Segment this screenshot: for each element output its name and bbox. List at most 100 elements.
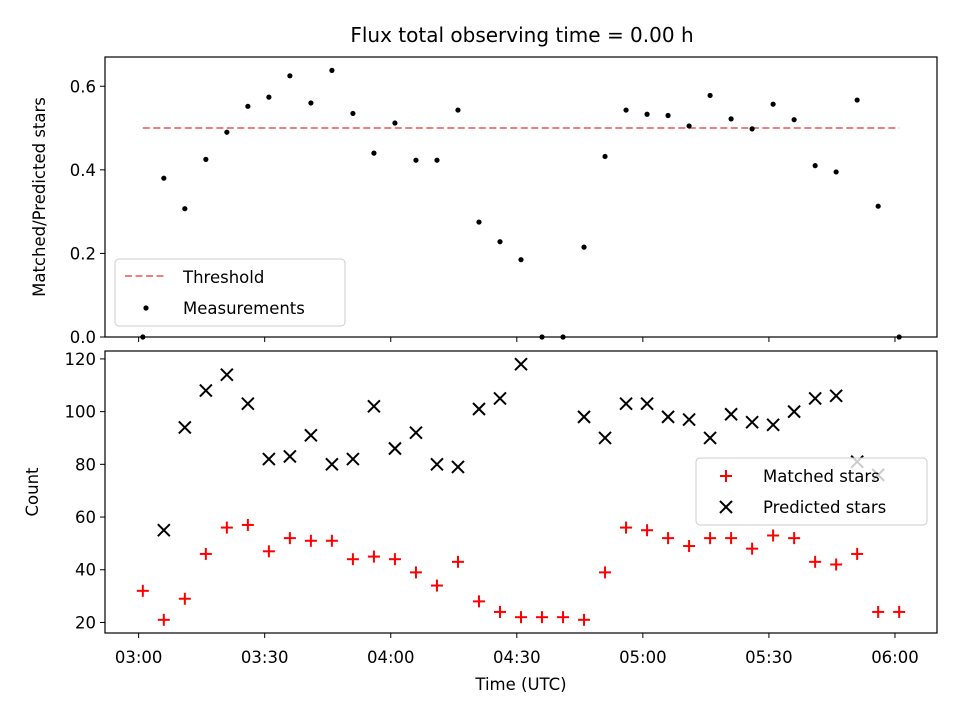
measurement-point bbox=[182, 206, 188, 212]
measurement-point bbox=[560, 334, 566, 340]
measurement-point bbox=[392, 120, 398, 126]
predicted-star-point bbox=[157, 523, 171, 537]
matched-star-point bbox=[725, 532, 738, 545]
matched-star-point bbox=[536, 611, 549, 624]
predicted-star-point bbox=[388, 441, 402, 456]
x-tick-label: 04:30 bbox=[493, 648, 541, 667]
bottom-plot-area bbox=[136, 357, 906, 626]
measurement-point bbox=[728, 116, 734, 122]
x-tick-label: 06:00 bbox=[871, 648, 919, 667]
measurement-point bbox=[140, 334, 146, 340]
matched-star-point bbox=[704, 532, 717, 545]
matched-star-point bbox=[493, 605, 506, 618]
predicted-star-point bbox=[829, 389, 843, 403]
predicted-star-point bbox=[346, 452, 360, 466]
measurement-point bbox=[413, 157, 419, 163]
measurement-point bbox=[770, 101, 776, 107]
top-y-tick-label: 0.2 bbox=[70, 244, 96, 263]
matched-star-point bbox=[409, 566, 422, 579]
measurement-point bbox=[539, 334, 545, 340]
predicted-star-point bbox=[304, 428, 318, 443]
predicted-star-point bbox=[367, 399, 381, 414]
measurement-point bbox=[224, 129, 230, 135]
measurement-point bbox=[497, 239, 503, 245]
matched-star-point bbox=[199, 547, 212, 560]
measurement-point bbox=[749, 126, 755, 132]
top-y-tick-label: 0.4 bbox=[70, 161, 96, 180]
measurement-point bbox=[896, 334, 902, 340]
top-legend: Threshold Measurements bbox=[114, 258, 346, 327]
predicted-star-point bbox=[283, 449, 297, 464]
measurement-point bbox=[812, 163, 818, 169]
measurement-point bbox=[665, 112, 671, 119]
predicted-star-point bbox=[409, 425, 423, 440]
x-tick-label: 03:30 bbox=[241, 648, 289, 667]
measurement-point bbox=[707, 92, 713, 99]
matched-star-point bbox=[662, 532, 675, 545]
predicted-star-point bbox=[472, 402, 486, 416]
predicted-star-point bbox=[766, 418, 780, 432]
matched-star-point bbox=[809, 555, 822, 568]
measurement-point bbox=[854, 97, 860, 103]
measurement-point bbox=[308, 100, 314, 106]
matched-star-point bbox=[893, 605, 906, 618]
matched-star-point bbox=[515, 611, 527, 624]
legend-matched-label: Matched stars bbox=[763, 467, 880, 486]
matched-star-point bbox=[136, 584, 149, 597]
predicted-star-point bbox=[724, 407, 738, 421]
measurement-point bbox=[287, 73, 293, 79]
legend-threshold-label: Threshold bbox=[182, 268, 264, 287]
measurement-point bbox=[455, 107, 461, 113]
predicted-star-point bbox=[640, 397, 654, 411]
measurement-point bbox=[644, 111, 650, 117]
measurement-point bbox=[875, 203, 881, 209]
measurement-point bbox=[602, 153, 608, 160]
top-x-ticks bbox=[138, 337, 896, 342]
legend-measurements-swatch bbox=[143, 305, 149, 311]
measurement-point bbox=[686, 123, 692, 129]
predicted-star-point bbox=[220, 368, 234, 382]
predicted-star-point bbox=[514, 357, 528, 371]
measurement-point bbox=[434, 157, 440, 163]
chart-title: Flux total observing time = 0.00 h bbox=[350, 23, 693, 47]
predicted-star-point bbox=[199, 383, 213, 398]
legend-measurements-label: Measurements bbox=[183, 299, 305, 318]
bottom-legend: Matched stars Predicted stars bbox=[695, 457, 928, 526]
matched-star-point bbox=[241, 518, 254, 531]
matched-star-point bbox=[430, 579, 443, 592]
matched-star-point bbox=[620, 521, 633, 534]
matched-star-point bbox=[283, 532, 296, 545]
legend-matched-swatch bbox=[720, 470, 732, 482]
bottom-panel: 20 40 60 80 100 120 03:00 03:30 04:00 04:30 05:00… bbox=[23, 350, 938, 694]
bottom-legend-box bbox=[695, 457, 928, 526]
matched-star-point bbox=[346, 553, 359, 566]
bottom-y-tick-label: 60 bbox=[75, 508, 96, 527]
predicted-star-point bbox=[619, 397, 633, 411]
matched-star-point bbox=[262, 545, 275, 558]
x-tick-label: 04:00 bbox=[367, 648, 415, 667]
predicted-star-point bbox=[241, 397, 255, 411]
measurement-point bbox=[833, 169, 839, 175]
bottom-axes-frame bbox=[104, 350, 938, 634]
predicted-star-point bbox=[682, 412, 696, 427]
matched-star-point bbox=[367, 550, 380, 563]
matched-star-point bbox=[746, 542, 759, 555]
x-tick-label: 05:00 bbox=[619, 648, 667, 667]
matched-star-point bbox=[683, 540, 696, 553]
measurement-point bbox=[791, 117, 797, 123]
top-y-ticks: 0.0 0.2 0.4 0.6 bbox=[70, 77, 105, 347]
predicted-star-point bbox=[598, 431, 612, 445]
matched-star-point bbox=[641, 524, 654, 537]
top-y-axis-label: Matched/Predicted stars bbox=[30, 97, 49, 297]
measurement-point bbox=[245, 103, 251, 109]
measurement-point bbox=[350, 110, 356, 117]
measurement-point bbox=[329, 67, 335, 73]
measurement-point bbox=[203, 156, 209, 162]
x-tick-label: 03:00 bbox=[115, 648, 163, 667]
bottom-y-tick-label: 120 bbox=[65, 350, 97, 369]
top-panel: 0.0 0.2 0.4 0.6 Matched/Predicted stars Thr… bbox=[30, 56, 938, 347]
matched-star-point bbox=[178, 592, 191, 605]
top-axes-frame bbox=[104, 56, 938, 338]
